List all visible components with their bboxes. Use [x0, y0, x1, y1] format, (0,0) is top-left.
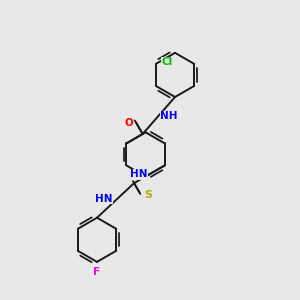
Text: O: O: [125, 118, 134, 128]
Text: HN: HN: [94, 194, 112, 204]
Text: Cl: Cl: [161, 57, 172, 68]
Text: F: F: [93, 267, 100, 277]
Text: S: S: [145, 190, 153, 200]
Text: NH: NH: [160, 111, 178, 122]
Text: HN: HN: [130, 169, 148, 179]
